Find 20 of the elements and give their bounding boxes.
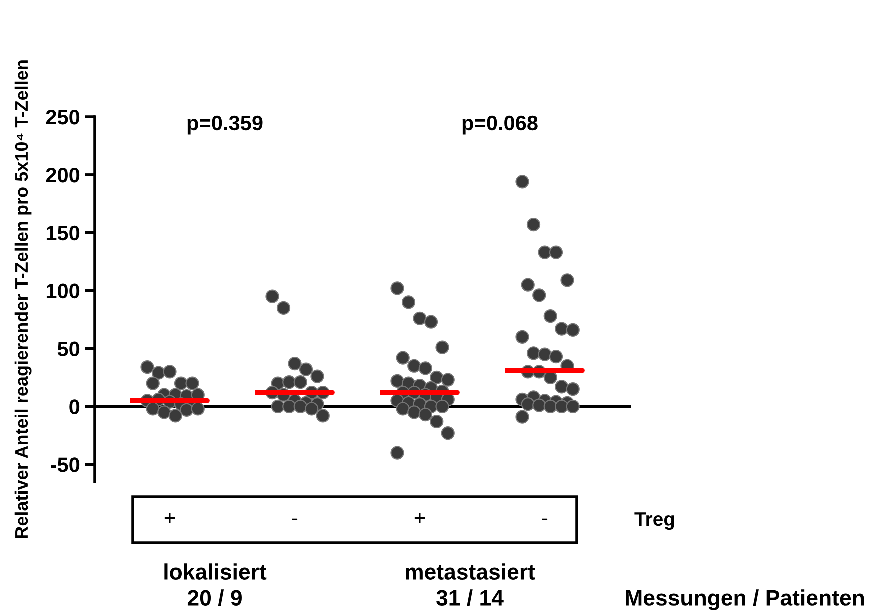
y-tick-label: 150 [46, 226, 80, 241]
text: 20 / 9 [188, 590, 242, 606]
y-tick-label: 100 [46, 284, 80, 299]
text: lokalisiert [164, 564, 267, 580]
y-tick-label: 0 [70, 400, 80, 414]
text: Messungen / Patienten [626, 590, 864, 610]
x-tick-label: - [542, 518, 548, 520]
y-tick-label: 200 [46, 168, 80, 183]
x-tick-label: - [292, 518, 298, 520]
text: metastasiert [406, 564, 536, 580]
annotation: p=0.359 [188, 116, 263, 135]
y-axis-title: Relativer Anteil reagierender T-Zellen pro 5x10⁴ T-Zellen [14, 60, 32, 538]
y-tick-label: 50 [58, 342, 80, 356]
y-tick-label: 250 [46, 110, 80, 125]
x-tick-label: + [164, 513, 176, 524]
text: Treg [634, 512, 674, 530]
text: 31 / 14 [436, 590, 504, 606]
annotation: p=0.068 [462, 116, 538, 135]
x-tick-label: + [414, 513, 426, 524]
y-tick-label: -50 [51, 458, 80, 472]
